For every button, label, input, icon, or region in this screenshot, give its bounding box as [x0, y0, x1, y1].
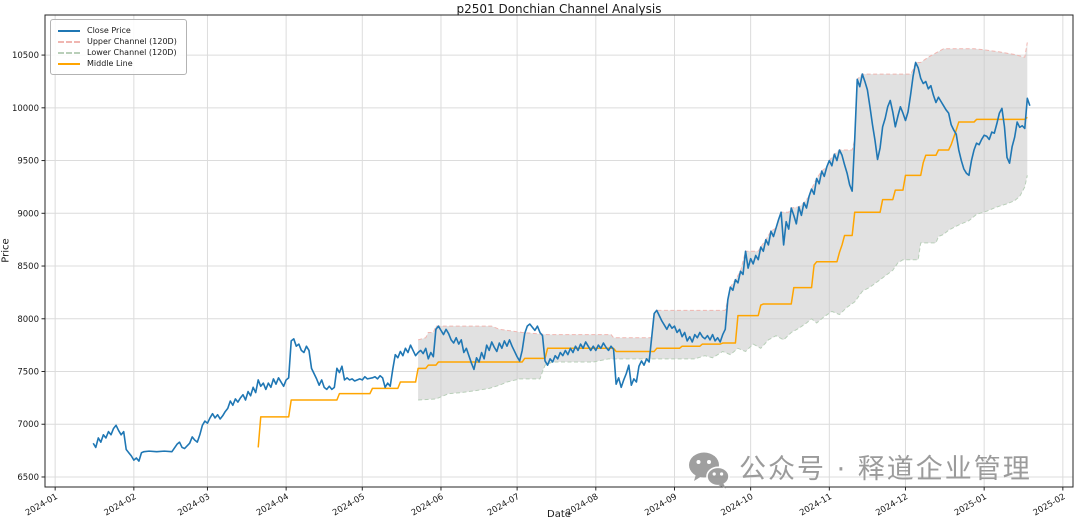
middle-line-swatch — [58, 62, 80, 65]
lower-channel-swatch — [58, 51, 80, 54]
y-tick-label: 10500 — [12, 51, 39, 61]
upper-channel-line — [417, 42, 1028, 341]
x-tick-label: 2024-10 — [719, 492, 755, 518]
y-tick-label: 6500 — [17, 473, 39, 483]
legend: Close Price Upper Channel (120D) Lower C… — [50, 19, 187, 75]
legend-item-middle-line: Middle Line — [58, 58, 177, 69]
wechat-icon — [689, 452, 730, 489]
legend-label: Close Price — [87, 26, 131, 35]
close-price-swatch — [58, 29, 80, 32]
y-tick-label: 10000 — [12, 104, 39, 114]
x-tick-label: 2024-05 — [331, 492, 367, 518]
lower-channel-line — [418, 175, 1028, 401]
y-tick-label: 9500 — [17, 157, 39, 167]
x-tick-label: 2024-03 — [176, 492, 212, 518]
y-tick-label: 8500 — [17, 262, 39, 272]
x-tick-label: 2024-06 — [410, 492, 446, 518]
close-price-line — [92, 61, 1031, 462]
x-tick-label: 2024-11 — [798, 492, 834, 518]
legend-label: Middle Line — [87, 59, 133, 68]
x-tick-label: 2024-09 — [643, 492, 679, 518]
x-tick-label: 2024-04 — [255, 492, 291, 518]
donchian-band — [418, 42, 1028, 400]
upper-channel-swatch — [58, 40, 80, 43]
legend-item-upper-channel: Upper Channel (120D) — [58, 36, 177, 47]
legend-item-close-price: Close Price — [58, 25, 177, 36]
plot-border — [44, 14, 1074, 488]
legend-item-lower-channel: Lower Channel (120D) — [58, 47, 177, 58]
legend-label: Lower Channel (120D) — [87, 48, 177, 57]
x-tick-label: 2024-12 — [874, 492, 910, 518]
y-tick-label: 9000 — [17, 209, 39, 219]
x-tick-label: 2024-01 — [24, 492, 60, 518]
chart-title: p2501 Donchian Channel Analysis — [456, 2, 662, 16]
middle-line — [257, 116, 1028, 448]
y-tick-label: 7500 — [17, 368, 39, 378]
x-axis-label: Date — [547, 509, 571, 520]
y-tick-label: 8000 — [17, 315, 39, 325]
x-tick-label: 2024-02 — [103, 492, 139, 518]
y-tick-label: 7000 — [17, 420, 39, 430]
legend-label: Upper Channel (120D) — [87, 37, 177, 46]
x-tick-label: 2024-07 — [486, 492, 522, 518]
y-axis-label: Price — [0, 238, 12, 263]
watermark: 公众号 · 释道企业管理 — [688, 450, 1032, 490]
x-tick-label: 2025-02 — [1032, 492, 1068, 518]
x-tick-label: 2025-01 — [953, 492, 989, 518]
watermark-text: 公众号 · 释道企业管理 — [739, 454, 1032, 485]
